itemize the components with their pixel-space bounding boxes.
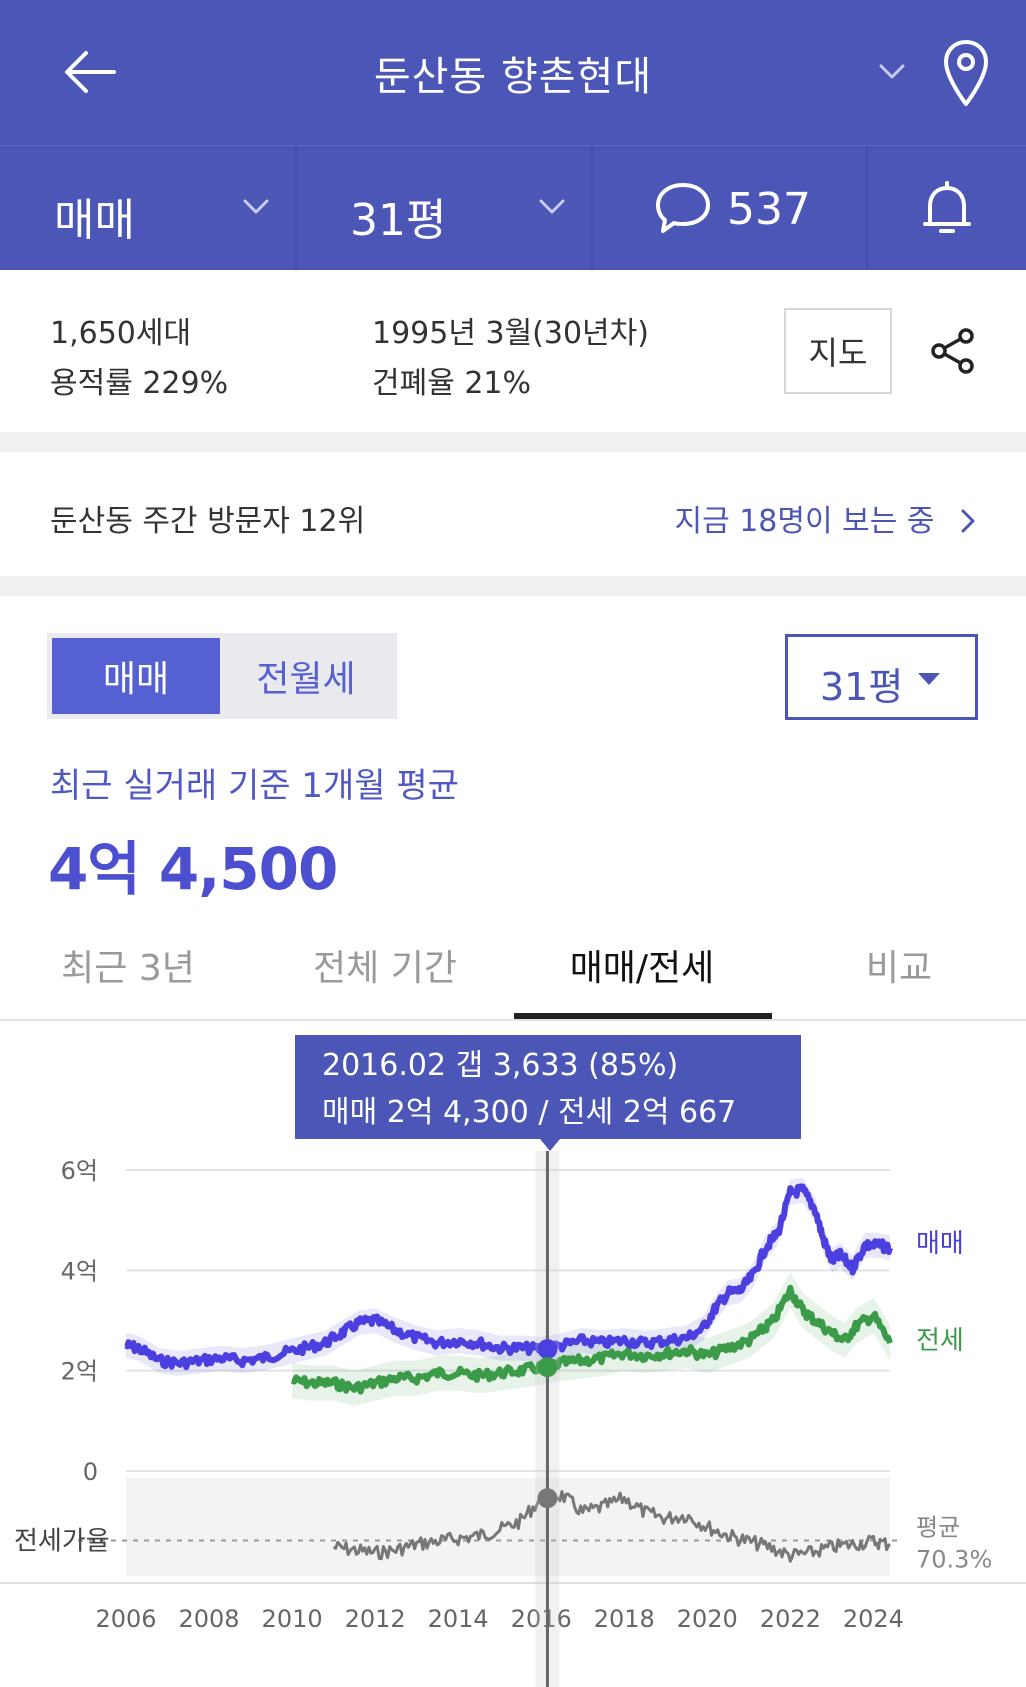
tab-sale-jeonse[interactable]: 매매/전세 xyxy=(569,948,715,989)
active-tab-indicator xyxy=(514,1013,772,1019)
x-tick-label: 2014 xyxy=(428,1605,489,1633)
tab-recent-3y[interactable]: 최근 3년 xyxy=(61,948,195,989)
chart-tabs: 최근 3년 전체 기간 매매/전세 비교 xyxy=(0,925,1026,1021)
bell-icon xyxy=(923,181,971,233)
x-tick-label: 2018 xyxy=(594,1605,655,1633)
share-icon[interactable] xyxy=(928,326,978,376)
caret-down-icon xyxy=(918,673,940,685)
x-tick-label: 2010 xyxy=(262,1605,323,1633)
toggle-rent[interactable]: 전월세 xyxy=(256,659,356,700)
y-tick-label: 0 xyxy=(83,1458,98,1486)
comment-count: 537 xyxy=(727,184,811,235)
ratio-average-label: 평균 xyxy=(916,1514,960,1542)
chevron-down-icon xyxy=(243,199,269,214)
cursor-sale-dot xyxy=(537,1339,558,1360)
coverage-ratio: 건폐율 21% xyxy=(372,366,532,401)
average-price: 4억 4,500 xyxy=(48,835,338,903)
price-type-toggle: 매매 전월세 xyxy=(47,633,397,719)
page-title[interactable]: 둔산동 향촌현대 xyxy=(373,54,653,100)
x-tick-label: 2012 xyxy=(345,1605,406,1633)
notification-button[interactable] xyxy=(868,146,1026,271)
x-tick-label: 2016 xyxy=(511,1605,572,1633)
y-tick-label: 4억 xyxy=(61,1257,98,1285)
cursor-jeonse-dot xyxy=(537,1357,558,1378)
x-tick-label: 2022 xyxy=(760,1605,821,1633)
complex-info: 1,650세대 용적률 229% 1995년 3월(30년차) 건폐율 21% … xyxy=(0,270,1026,432)
x-tick-label: 2008 xyxy=(179,1605,240,1633)
households: 1,650세대 xyxy=(50,316,192,351)
size-select-value: 31평 xyxy=(820,665,904,709)
top-app-bar: 둔산동 향촌현대 xyxy=(0,0,1026,145)
average-caption: 최근 실거래 기준 1개월 평균 xyxy=(50,766,459,806)
jeonse-line xyxy=(290,1284,893,1395)
tab-all-period[interactable]: 전체 기간 xyxy=(313,948,457,989)
tooltip-line-1: 2016.02 갭 3,633 (85%) xyxy=(322,1048,678,1083)
tooltip-box xyxy=(295,1035,801,1139)
jeonse-ratio-line xyxy=(332,1488,891,1563)
sale-line xyxy=(124,1183,893,1371)
y-tick-label: 6억 xyxy=(61,1157,98,1185)
legend-jeonse: 전세 xyxy=(916,1326,964,1356)
chevron-down-icon xyxy=(539,199,565,214)
arrow-left-icon[interactable] xyxy=(58,40,122,104)
ratio-band xyxy=(126,1478,890,1576)
toggle-sale[interactable]: 매매 xyxy=(52,638,220,714)
built-year: 1995년 3월(30년차) xyxy=(372,316,649,351)
section-divider xyxy=(0,432,1026,452)
floor-area-ratio: 용적률 229% xyxy=(50,366,229,401)
x-tick-label: 2024 xyxy=(843,1605,904,1633)
ratio-label: 전세가율 xyxy=(14,1527,110,1557)
area-dropdown[interactable]: 31평 xyxy=(297,146,593,271)
area-label: 31평 xyxy=(350,195,447,246)
speech-bubble-icon xyxy=(656,183,710,233)
chevron-right-icon xyxy=(961,509,975,533)
visitor-row[interactable]: 둔산동 주간 방문자 12위 지금 18명이 보는 중 xyxy=(0,452,1026,576)
trade-type-dropdown[interactable]: 매매 xyxy=(0,146,297,271)
viewing-now-text: 지금 18명이 보는 중 xyxy=(674,504,935,539)
tooltip-pointer xyxy=(540,1139,560,1151)
trade-type-label: 매매 xyxy=(54,195,135,246)
section-divider xyxy=(0,576,1026,596)
x-tick-label: 2006 xyxy=(95,1605,156,1633)
map-pin-icon[interactable] xyxy=(938,38,994,108)
x-tick-label: 2020 xyxy=(677,1605,738,1633)
tooltip-line-2: 매매 2억 4,300 / 전세 2억 667 xyxy=(322,1095,736,1130)
cursor-ratio-dot xyxy=(537,1488,558,1509)
legend-sale: 매매 xyxy=(916,1229,964,1259)
comments-button[interactable]: 537 xyxy=(593,146,868,271)
size-select[interactable]: 31평 xyxy=(785,634,978,720)
map-button[interactable]: 지도 xyxy=(784,308,892,394)
chevron-down-icon[interactable] xyxy=(875,56,909,86)
filter-bar: 매매 31평 537 xyxy=(0,145,1026,271)
visitor-rank: 둔산동 주간 방문자 12위 xyxy=(50,504,366,539)
y-tick-label: 2억 xyxy=(61,1358,98,1386)
price-chart[interactable]: 6억 4억 2억 0 2006 2008 2010 2012 2014 2016 2018 2020 2… xyxy=(0,1023,1026,1687)
tab-compare[interactable]: 비교 xyxy=(865,948,933,989)
ratio-average-value: 70.3% xyxy=(916,1546,992,1574)
viewing-now-link[interactable]: 지금 18명이 보는 중 xyxy=(674,496,978,540)
